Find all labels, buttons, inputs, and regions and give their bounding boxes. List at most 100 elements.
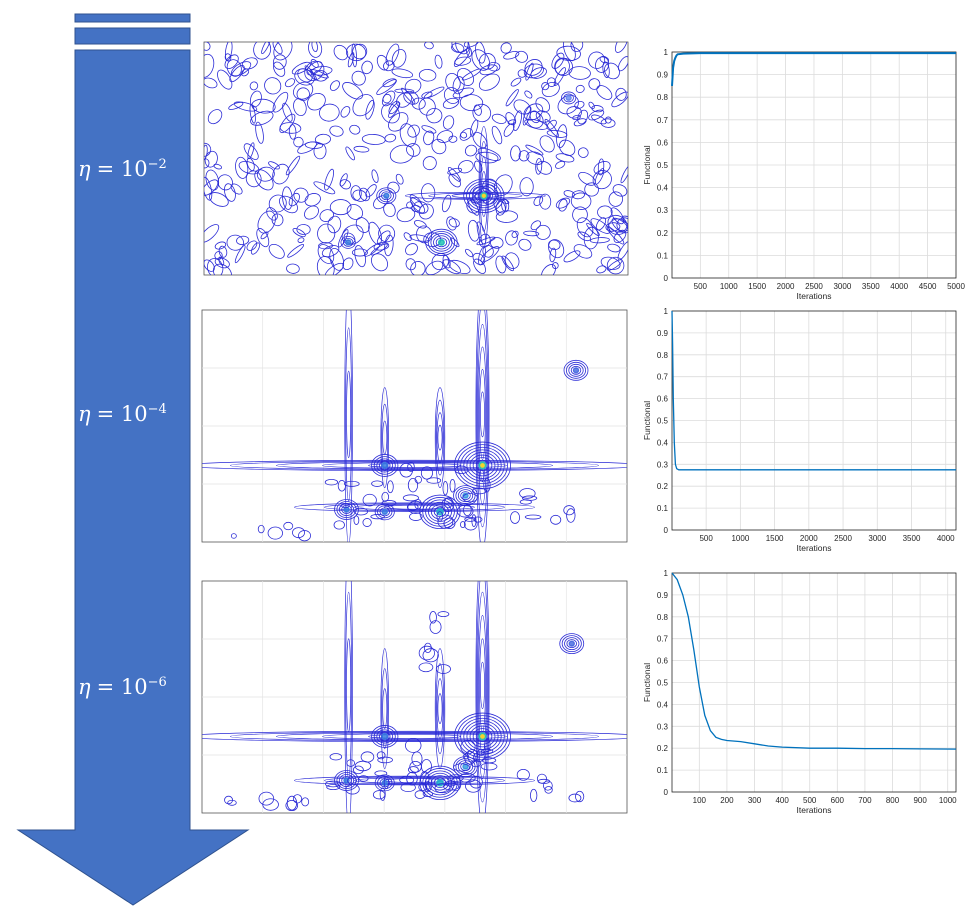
noise-contour: [445, 72, 461, 92]
noise-contour: [596, 85, 613, 100]
cluster-contour: [340, 503, 350, 509]
peak-contour: [474, 188, 493, 204]
noise-contour: [464, 248, 474, 258]
noise-contour: [452, 87, 475, 99]
ridge-contour: [437, 693, 443, 724]
peak-core: [436, 779, 444, 787]
cluster-contour: [423, 642, 432, 654]
y-tick-label: 0.8: [657, 351, 669, 360]
cluster-contour: [437, 514, 454, 529]
noise-contour: [600, 256, 621, 270]
peak-contour: [419, 494, 461, 530]
peak-contour: [381, 191, 392, 201]
ridge-contour: [436, 412, 444, 463]
peak-core: [344, 239, 352, 246]
cluster-contour: [434, 783, 451, 794]
ridge-contour: [479, 369, 486, 460]
noise-contour: [568, 66, 591, 80]
ridge-contour: [475, 581, 490, 813]
cluster-contour: [345, 783, 360, 795]
noise-contour: [231, 61, 252, 77]
ridge-contour: [478, 126, 489, 247]
noise-contour: [491, 125, 503, 145]
noise-contour: [604, 62, 620, 80]
cluster-contour: [444, 497, 453, 509]
cluster-contour: [353, 515, 360, 525]
peak-contour: [471, 185, 496, 206]
peak-contour: [469, 183, 499, 209]
y-tick-label: 0.6: [657, 657, 669, 666]
noise-contour: [535, 158, 543, 175]
noise-contour: [572, 206, 588, 224]
noise-contour: [388, 112, 409, 132]
cluster-contour: [381, 500, 397, 506]
ridge-contour: [476, 310, 489, 528]
y-tick-label: 0.4: [657, 184, 669, 193]
noise-contour: [249, 81, 259, 91]
noise-contour: [297, 68, 313, 83]
noise-contour: [364, 243, 381, 257]
peak-contour: [457, 489, 474, 503]
noise-contour: [503, 51, 520, 60]
noise-contour: [204, 259, 215, 272]
noise-contour: [329, 247, 345, 271]
y-tick-label: 1: [664, 307, 669, 316]
cluster-contour: [522, 495, 538, 501]
axes-box: [671, 51, 957, 279]
noise-contour: [349, 124, 361, 135]
cluster-contour: [472, 487, 487, 495]
peak-contour: [376, 187, 397, 205]
noise-contour: [604, 116, 612, 124]
noise-contour: [620, 165, 628, 184]
cluster-contour: [462, 493, 478, 503]
noise-contour: [218, 256, 225, 266]
noise-contour: [505, 89, 519, 107]
noise-contour: [555, 197, 571, 209]
y-tick-label: 0.5: [657, 679, 669, 688]
noise-contour: [391, 49, 407, 68]
cluster-contour: [346, 759, 356, 767]
noise-contour: [605, 222, 621, 232]
noise-contour: [292, 228, 306, 238]
ridge-contour: [380, 387, 390, 488]
noise-contour: [422, 156, 437, 171]
noise-contour: [535, 97, 550, 113]
peak-core: [383, 192, 390, 199]
noise-contour: [286, 263, 300, 274]
contour-plot-eta-1e-4: [201, 309, 628, 543]
noise-contour: [261, 42, 271, 55]
noise-contour: [503, 123, 515, 137]
noise-contour: [452, 76, 465, 95]
noise-contour: [234, 245, 246, 264]
noise-contour: [268, 194, 287, 213]
noise-contour: [495, 255, 507, 274]
x-tick-label: 5000: [947, 282, 965, 291]
ridge-contour: [477, 324, 488, 505]
ridge-contour: [434, 387, 446, 488]
noise-contour: [505, 230, 518, 246]
peak-contour: [433, 235, 450, 250]
noise-contour: [411, 97, 426, 110]
cluster-contour: [376, 751, 386, 760]
y-tick-label: 1: [664, 569, 669, 578]
noise-contour: [304, 193, 321, 207]
noise-contour: [451, 42, 469, 53]
y-axis-label: Functional: [642, 663, 652, 702]
cluster-contour: [267, 526, 283, 540]
noise-contour: [365, 184, 377, 198]
peak-contour: [463, 178, 505, 213]
peak-contour: [425, 228, 458, 256]
ridge-contour: [230, 460, 599, 471]
noise-contour: [268, 243, 285, 259]
x-tick-label: 3000: [868, 534, 886, 543]
y-tick-label: 0.8: [657, 613, 669, 622]
noise-contour: [577, 147, 589, 158]
noise-contour: [539, 135, 555, 153]
noise-contour: [612, 184, 628, 197]
noise-contour: [217, 69, 233, 90]
noise-contour: [597, 158, 605, 176]
noise-contour: [208, 192, 229, 207]
noise-contour: [256, 166, 275, 182]
noise-contour: [410, 261, 426, 275]
cluster-contour: [458, 773, 476, 783]
